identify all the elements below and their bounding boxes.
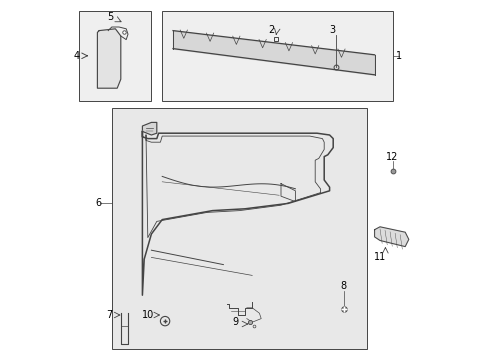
Text: 7: 7 [106, 310, 113, 320]
Text: 6: 6 [96, 198, 102, 208]
Polygon shape [143, 122, 157, 135]
Text: 11: 11 [374, 252, 386, 262]
Text: 4: 4 [74, 51, 80, 61]
Text: 12: 12 [387, 152, 399, 162]
Bar [162, 11, 392, 101]
Bar [79, 11, 151, 101]
Text: 1: 1 [395, 51, 402, 61]
Text: 5: 5 [107, 12, 113, 22]
Polygon shape [98, 29, 121, 88]
Bar [112, 108, 368, 349]
Text: 10: 10 [143, 310, 155, 320]
Text: 3: 3 [330, 24, 336, 35]
Text: 8: 8 [341, 281, 346, 291]
Text: 2: 2 [269, 24, 275, 35]
Text: 9: 9 [232, 317, 239, 327]
Polygon shape [374, 227, 409, 247]
